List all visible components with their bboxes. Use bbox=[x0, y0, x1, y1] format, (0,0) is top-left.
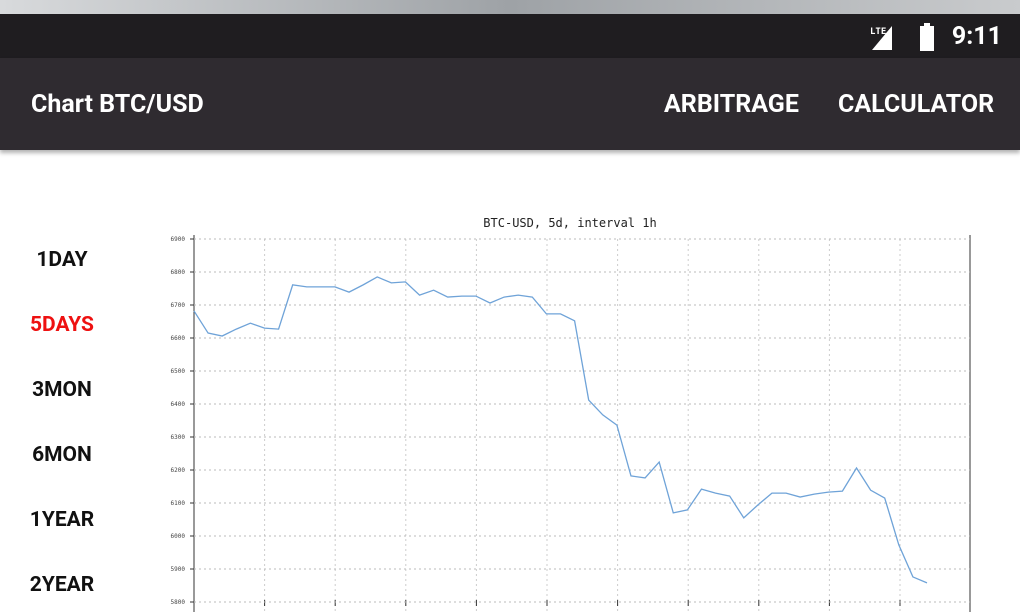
y-tick-label: 6300 bbox=[171, 434, 186, 441]
clock: 9:11 bbox=[951, 22, 1002, 51]
price-line bbox=[193, 276, 928, 584]
y-tick-label: 6000 bbox=[171, 533, 186, 540]
battery-icon bbox=[920, 26, 934, 51]
lte-icon: LTE bbox=[870, 27, 886, 37]
signal-icon bbox=[872, 26, 892, 50]
period-item[interactable]: 1DAY bbox=[36, 248, 88, 272]
y-tick-label: 6400 bbox=[171, 401, 186, 408]
y-tick-label: 6200 bbox=[171, 467, 186, 474]
period-item[interactable]: 2YEAR bbox=[29, 573, 95, 597]
status-bar: LTE 9:11 bbox=[0, 14, 1020, 58]
app-title: Chart BTC/USD bbox=[31, 90, 204, 119]
y-tick-label: 6800 bbox=[171, 269, 186, 276]
y-tick-label: 6700 bbox=[171, 302, 186, 309]
arbitrage-button[interactable]: ARBITRAGE bbox=[664, 90, 799, 119]
period-item[interactable]: 3MON bbox=[32, 378, 92, 402]
chart-title: BTC-USD, 5d, interval 1h bbox=[483, 216, 656, 230]
calculator-button[interactable]: CALCULATOR bbox=[838, 90, 995, 119]
y-tick-label: 5800 bbox=[171, 599, 186, 606]
y-tick-label: 6900 bbox=[171, 236, 186, 243]
y-tick-label: 6600 bbox=[171, 335, 186, 342]
y-tick-label: 6100 bbox=[171, 500, 186, 507]
wallpaper-strip bbox=[0, 0, 1020, 14]
period-item[interactable]: 5DAYS bbox=[29, 313, 94, 337]
status-icons: LTE bbox=[870, 23, 934, 51]
app-bar: Chart BTC/USD ARBITRAGE CALCULATOR bbox=[0, 58, 1020, 150]
battery-tip bbox=[924, 23, 930, 27]
y-tick-label: 6500 bbox=[171, 368, 186, 375]
period-item[interactable]: 6MON bbox=[32, 443, 92, 467]
period-item[interactable]: 1YEAR bbox=[29, 508, 95, 532]
y-tick-label: 5900 bbox=[171, 566, 186, 573]
